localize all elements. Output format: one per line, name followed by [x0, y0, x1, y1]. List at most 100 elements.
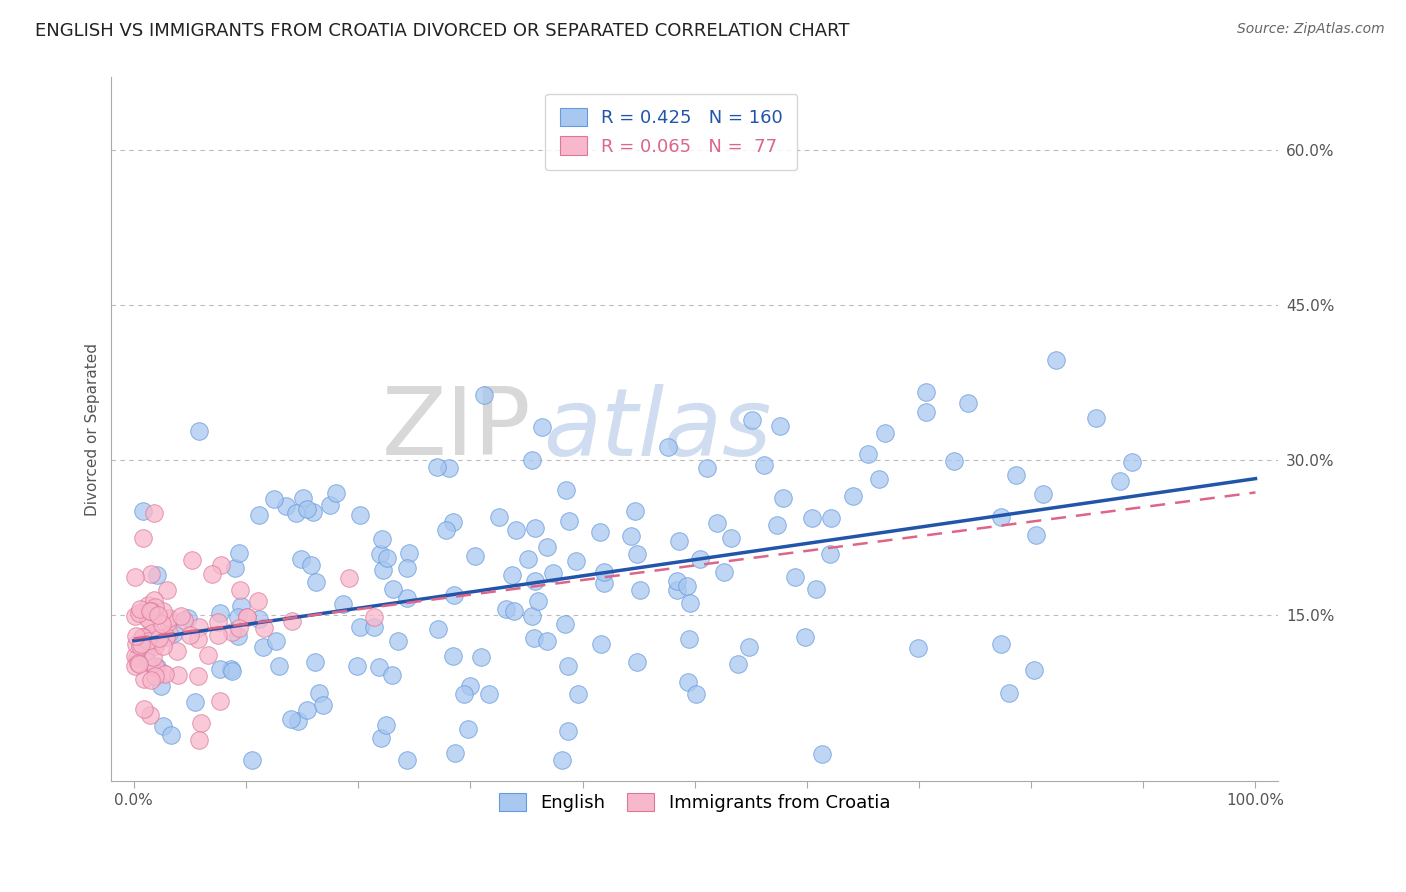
Point [228, 621, 250, 635]
Point [624, 504, 647, 518]
Point [706, 516, 728, 530]
Point [657, 440, 679, 454]
Point [292, 491, 315, 506]
Point [554, 617, 576, 632]
Point [240, 753, 263, 767]
Point [478, 687, 501, 701]
Point [472, 387, 495, 401]
Point [136, 599, 159, 613]
Point [990, 510, 1012, 524]
Point [441, 648, 464, 663]
Point [810, 747, 832, 761]
Point [188, 732, 211, 747]
Point [915, 405, 938, 419]
Point [125, 637, 148, 651]
Point [1085, 411, 1108, 425]
Point [132, 531, 155, 545]
Point [167, 667, 190, 681]
Point [591, 637, 613, 651]
Point [142, 649, 165, 664]
Point [526, 594, 548, 608]
Point [914, 384, 936, 399]
Point [264, 633, 287, 648]
Point [668, 534, 690, 549]
Point [738, 640, 761, 654]
Point [470, 649, 492, 664]
Point [785, 570, 807, 584]
Point [148, 608, 170, 623]
Point [332, 597, 354, 611]
Point [159, 611, 181, 625]
Point [143, 593, 166, 607]
Point [676, 579, 699, 593]
Point [956, 396, 979, 410]
Point [236, 609, 259, 624]
Point [135, 630, 157, 644]
Point [125, 650, 148, 665]
Point [145, 669, 167, 683]
Point [665, 574, 688, 589]
Point [188, 620, 211, 634]
Point [139, 707, 162, 722]
Point [312, 698, 335, 712]
Point [564, 554, 586, 568]
Point [280, 712, 302, 726]
Text: atlas: atlas [543, 384, 772, 475]
Point [942, 454, 965, 468]
Point [501, 568, 523, 582]
Point [297, 703, 319, 717]
Text: ENGLISH VS IMMIGRANTS FROM CROATIA DIVORCED OR SEPARATED CORRELATION CHART: ENGLISH VS IMMIGRANTS FROM CROATIA DIVOR… [35, 22, 849, 40]
Point [128, 657, 150, 671]
Point [801, 511, 824, 525]
Point [536, 541, 558, 555]
Point [170, 608, 193, 623]
Point [146, 659, 169, 673]
Point [531, 420, 554, 434]
Point [349, 508, 371, 522]
Point [772, 491, 794, 505]
Text: ZIP: ZIP [382, 384, 531, 475]
Point [129, 602, 152, 616]
Point [247, 611, 270, 625]
Point [395, 591, 418, 605]
Point [146, 632, 169, 647]
Point [368, 660, 391, 674]
Point [524, 521, 547, 535]
Point [124, 629, 146, 643]
Point [221, 624, 243, 639]
Point [522, 608, 544, 623]
Point [139, 673, 162, 687]
Point [143, 639, 166, 653]
Point [589, 524, 612, 539]
Point [152, 719, 174, 733]
Point [794, 630, 817, 644]
Point [247, 508, 270, 523]
Point [142, 660, 165, 674]
Point [1032, 486, 1054, 500]
Point [208, 606, 231, 620]
Point [207, 628, 229, 642]
Point [136, 654, 159, 668]
Point [139, 604, 162, 618]
Point [626, 547, 648, 561]
Legend: English, Immigrants from Croatia: English, Immigrants from Croatia [486, 780, 903, 825]
Point [626, 655, 648, 669]
Point [337, 571, 360, 585]
Point [818, 547, 841, 561]
Point [141, 604, 163, 618]
Point [536, 633, 558, 648]
Point [155, 666, 177, 681]
Point [290, 551, 312, 566]
Point [1024, 663, 1046, 677]
Point [679, 595, 702, 609]
Point [219, 663, 242, 677]
Point [458, 679, 481, 693]
Point [152, 666, 174, 681]
Point [139, 567, 162, 582]
Point [856, 447, 879, 461]
Point [696, 461, 718, 475]
Point [443, 588, 465, 602]
Point [299, 558, 322, 572]
Point [381, 582, 404, 596]
Point [842, 489, 865, 503]
